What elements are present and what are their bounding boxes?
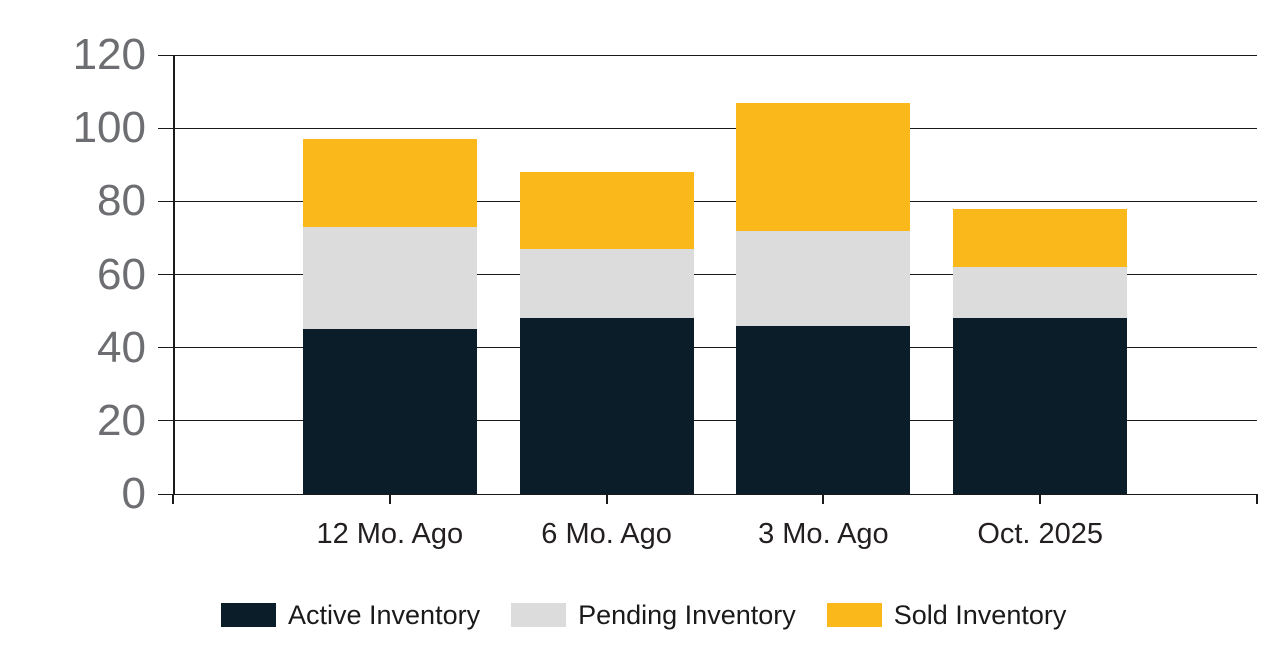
x-axis-tick	[1039, 494, 1042, 504]
y-axis-line	[173, 55, 175, 494]
bar-segment-active-inventory	[519, 318, 694, 494]
gridline-y-20	[158, 420, 1257, 422]
bar-segment-sold-inventory	[302, 139, 477, 227]
legend-item-pending-inventory: Pending Inventory	[511, 599, 796, 631]
bar-segment-pending-inventory	[953, 267, 1128, 319]
legend-label: Pending Inventory	[578, 600, 796, 630]
x-axis-label: Oct. 2025	[977, 518, 1104, 550]
legend-label: Active Inventory	[288, 600, 481, 630]
x-axis-tick	[1256, 494, 1258, 504]
gridline-y-100	[158, 127, 1257, 129]
legend-swatch-icon	[511, 603, 567, 627]
bar-segment-pending-inventory	[736, 230, 911, 326]
gridline-y-120	[158, 54, 1257, 56]
y-tick-label: 100	[72, 103, 146, 153]
bar-segment-sold-inventory	[736, 102, 911, 231]
bar-segment-active-inventory	[953, 318, 1128, 494]
legend-swatch-icon	[221, 603, 276, 627]
legend-item-active-inventory: Active Inventory	[221, 599, 480, 631]
bar-segment-pending-inventory	[519, 248, 694, 319]
gridline-y-80	[158, 200, 1257, 202]
bar-segment-active-inventory	[302, 329, 477, 494]
bar-group-3-mo-ago	[736, 102, 911, 494]
x-axis-tick	[172, 494, 174, 504]
x-axis-tick	[605, 494, 608, 504]
gridline-y-60	[158, 274, 1257, 275]
gridline-y-40	[158, 347, 1257, 349]
bar-group-oct-2025	[953, 208, 1128, 494]
bar-segment-sold-inventory	[953, 208, 1128, 268]
bar-group-6-mo-ago	[519, 172, 694, 494]
x-axis-label: 12 Mo. Ago	[316, 518, 464, 550]
y-tick-label: 80	[97, 176, 146, 226]
legend-swatch-icon	[826, 603, 882, 627]
y-tick-label: 0	[121, 469, 146, 518]
bar-group-12-mo-ago	[302, 139, 477, 494]
y-tick-label: 60	[97, 249, 146, 299]
y-tick-label: 20	[97, 395, 146, 445]
bar-segment-pending-inventory	[302, 226, 477, 330]
y-tick-label: 40	[97, 322, 146, 372]
x-axis-label: 3 Mo. Ago	[758, 518, 889, 550]
bar-segment-sold-inventory	[519, 172, 694, 249]
bar-segment-active-inventory	[736, 325, 911, 494]
legend-item-sold-inventory: Sold Inventory	[826, 599, 1067, 631]
y-tick-label: 120	[72, 30, 146, 79]
chart-legend: Active Inventory Pending Inventory Sold In…	[221, 599, 1066, 631]
legend-label: Sold Inventory	[893, 600, 1067, 630]
gridline-y-0	[158, 493, 1257, 495]
plot-area: 0 20 40 60 80 100 120 12 Mo. Ago 6 Mo. Ago 3 Mo. …	[73, 31, 1258, 550]
x-axis-tick	[388, 494, 391, 504]
x-axis-tick	[822, 494, 825, 504]
x-axis-label: 6 Mo. Ago	[541, 518, 672, 550]
